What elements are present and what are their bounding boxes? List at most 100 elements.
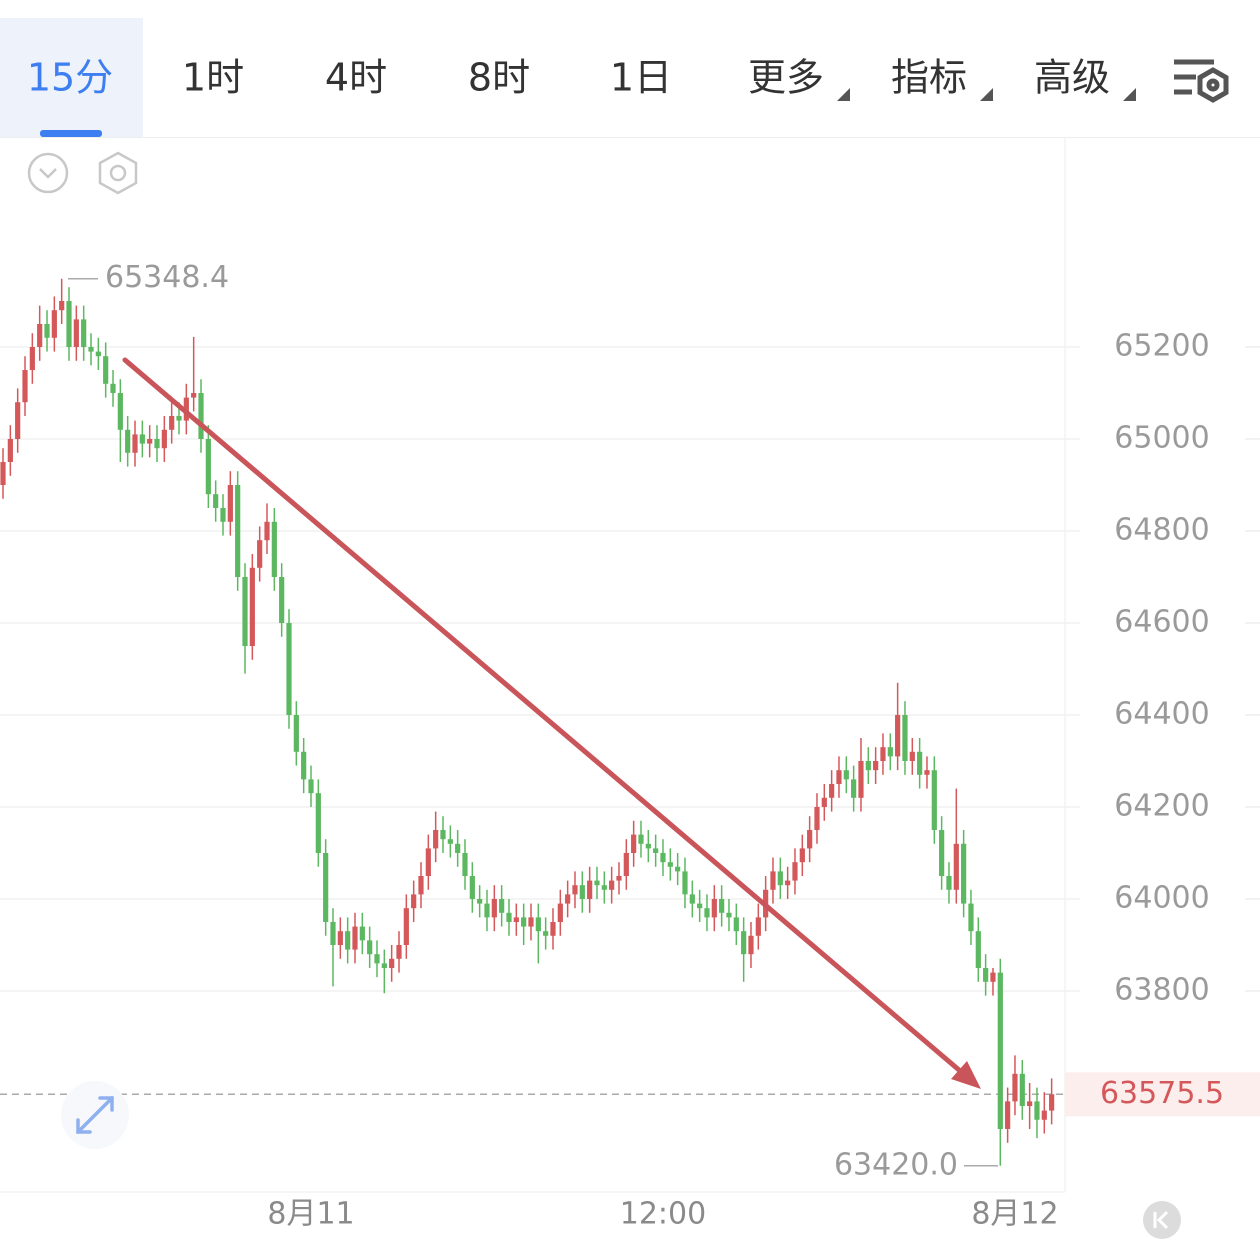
candle-body — [975, 931, 981, 968]
candle-body — [557, 903, 563, 922]
expand-button[interactable] — [61, 1081, 129, 1149]
candle-body — [792, 862, 798, 881]
candle-body — [946, 875, 952, 890]
candle-body — [95, 351, 101, 357]
x-tick-label: 8月12 — [971, 1197, 1058, 1232]
candle-body — [675, 866, 681, 872]
candle-body — [484, 903, 490, 918]
y-tick-label: 65000 — [1114, 420, 1209, 455]
candle-body — [653, 848, 659, 853]
settings-icon[interactable] — [1174, 59, 1229, 103]
candle-body — [257, 540, 263, 568]
candle-body — [631, 834, 637, 853]
candle-body — [22, 369, 28, 403]
tab[interactable]: 更多 — [748, 56, 824, 100]
candle-body — [953, 843, 959, 890]
plot-layer: 63800 64000 64200 64400 64600 64800 65000 65200… — [0, 260, 1260, 1232]
candle-body — [719, 898, 725, 913]
candle-body — [968, 903, 974, 932]
candle-body — [205, 438, 211, 495]
dropdown-arrow — [837, 88, 850, 101]
candle-body — [997, 972, 1003, 1129]
candle-body — [814, 806, 820, 830]
candle-body — [726, 912, 732, 918]
candle-body — [616, 875, 622, 881]
candle-body — [154, 438, 160, 449]
candle-body — [741, 931, 747, 955]
candle-body — [418, 875, 424, 895]
candle-body — [477, 898, 483, 904]
candle-body — [308, 779, 314, 794]
candle-body — [777, 871, 783, 886]
tab[interactable]: 4时 — [325, 56, 387, 100]
y-tick-label: 64000 — [1114, 880, 1209, 915]
candle-body — [667, 862, 673, 867]
candle-body — [359, 926, 365, 941]
candle-body — [293, 714, 299, 752]
candle-body — [462, 852, 468, 876]
candle-body — [440, 829, 446, 840]
candle-body — [829, 783, 835, 798]
candle-body — [367, 940, 373, 955]
tab[interactable]: 8时 — [468, 56, 530, 100]
candle-body — [733, 917, 739, 932]
tab[interactable]: 15分 — [27, 56, 113, 100]
candle-body — [645, 843, 651, 849]
dropdown-arrow — [1123, 88, 1136, 101]
candle-body — [880, 747, 886, 761]
candle-body — [176, 415, 182, 421]
dropdown-arrow — [980, 88, 993, 101]
candle-body — [51, 310, 57, 338]
candle-body — [1027, 1101, 1033, 1106]
candle-body — [447, 839, 453, 844]
tab[interactable]: 1日 — [610, 56, 672, 100]
candle-body — [37, 323, 43, 347]
chart-tools[interactable] — [27, 151, 138, 195]
candle-body — [117, 392, 123, 430]
back-button[interactable] — [1143, 1201, 1181, 1239]
candle-body — [323, 852, 329, 922]
candle-body — [748, 935, 754, 955]
trend-arrow-head — [951, 1061, 981, 1089]
candle-body — [235, 484, 241, 577]
tab[interactable]: 指标 — [891, 56, 967, 100]
candle-body — [103, 356, 109, 384]
candle-body — [1041, 1110, 1047, 1120]
candle-body — [858, 760, 864, 798]
candle-body — [220, 507, 226, 522]
high-marker-label: 65348.4 — [105, 260, 229, 295]
candle-body — [521, 917, 527, 927]
candle-body — [59, 300, 65, 311]
candle-body — [352, 926, 358, 950]
candle-body — [807, 829, 813, 849]
candle-body — [1005, 1101, 1011, 1129]
candle-body — [1034, 1101, 1040, 1120]
candle-body — [704, 908, 710, 918]
candle-body — [301, 751, 307, 780]
candle-body — [697, 903, 703, 909]
candle-body — [169, 415, 175, 430]
candle-body — [587, 880, 593, 899]
candle-body — [139, 434, 145, 444]
last-price-label: 63575.5 — [1100, 1076, 1224, 1111]
candle-body — [799, 848, 805, 863]
candle-body — [81, 319, 87, 347]
candle-body — [550, 921, 556, 936]
tab[interactable]: 1时 — [182, 56, 244, 100]
candle-body — [227, 484, 233, 522]
candle-body — [939, 829, 945, 876]
candle-body — [902, 714, 908, 761]
candle-body — [755, 917, 761, 936]
candle-body — [242, 576, 248, 646]
candle-body — [689, 894, 695, 904]
trend-arrow — [122, 357, 962, 1073]
candle-body — [337, 931, 343, 945]
candle-body — [433, 829, 439, 849]
y-tick-label: 64400 — [1114, 696, 1209, 731]
candle-body — [594, 880, 600, 886]
y-tick-label: 63800 — [1114, 972, 1209, 1007]
candle-body — [271, 521, 277, 577]
tab[interactable]: 高级 — [1034, 56, 1110, 100]
candle-body — [543, 931, 549, 936]
candle-body — [836, 770, 842, 784]
